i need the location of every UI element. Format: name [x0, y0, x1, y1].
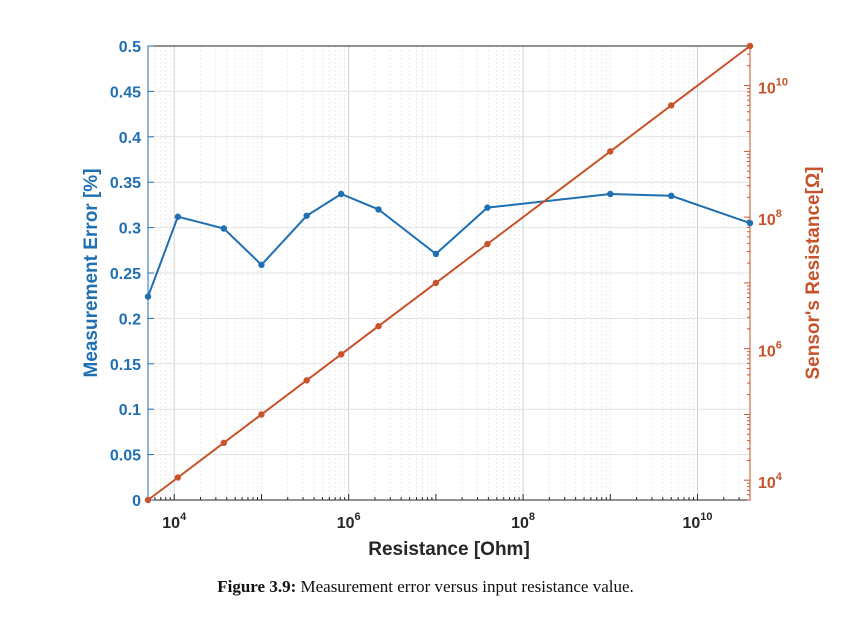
series-point-left [144, 293, 152, 300]
x-tick-label: 104 [162, 511, 187, 532]
y-axis-label-left: Measurement Error [%] [81, 168, 102, 377]
left-tick-label: 0.35 [110, 175, 141, 192]
series-point-left [668, 192, 675, 200]
series-point-right [607, 148, 614, 155]
series-point-right [144, 496, 152, 504]
left-tick-label: 0.2 [119, 311, 141, 328]
left-tick-label: 0 [132, 493, 141, 510]
series-point-left [484, 204, 491, 211]
series-point-right [375, 322, 382, 330]
series-point-left [220, 225, 228, 232]
series-point-left [746, 219, 754, 227]
series-point-left [258, 261, 265, 269]
series-point-right [746, 42, 754, 50]
figure-caption-label: Figure 3.9: [217, 577, 297, 596]
y-axis-label-right: Sensor's Resistance[Ω] [803, 167, 824, 380]
series-point-right [484, 240, 491, 248]
series-point-right [432, 279, 440, 287]
series-point-left [337, 190, 345, 198]
series-point-right [220, 439, 228, 447]
left-tick-label: 0.45 [110, 84, 141, 101]
series-point-left [174, 213, 182, 220]
series-line-right [147, 45, 751, 501]
series-point-right [258, 411, 265, 418]
left-tick-label: 0.25 [110, 266, 141, 283]
series-point-left [375, 206, 382, 213]
left-tick-label: 0.5 [119, 39, 141, 56]
left-tick-label: 0.05 [110, 448, 141, 465]
left-tick-label: 0.4 [119, 130, 141, 147]
x-tick-label: 108 [511, 511, 535, 532]
right-tick-label: 106 [758, 340, 782, 361]
series-point-right [337, 351, 345, 358]
series-point-right [174, 474, 182, 481]
x-axis-label: Resistance [Ohm] [368, 539, 530, 560]
series-point-left [607, 190, 614, 198]
data-series [144, 42, 754, 504]
axis-ticks: 0 0.05 0.1 0.15 0.2 0.25 0.3 0.35 0.4 0.45 0.5 104 1… [110, 39, 788, 532]
right-tick-label: 108 [758, 208, 782, 229]
right-tick-label: 1010 [758, 77, 788, 98]
x-tick-label: 1010 [682, 511, 712, 532]
right-tick-label: 104 [758, 471, 783, 492]
series-line-left [147, 192, 751, 297]
series-point-right [303, 377, 310, 384]
series-point-right [668, 102, 675, 109]
figure-caption: Figure 3.9: Measurement error versus inp… [0, 577, 851, 597]
left-tick-label: 0.1 [119, 402, 141, 419]
left-tick-label: 0.3 [119, 221, 141, 238]
left-tick-label: 0.15 [110, 357, 141, 374]
series-point-left [432, 250, 440, 258]
x-tick-label: 106 [337, 511, 361, 532]
figure-caption-text: Measurement error versus input resistanc… [296, 577, 634, 596]
series-point-left [303, 212, 310, 219]
